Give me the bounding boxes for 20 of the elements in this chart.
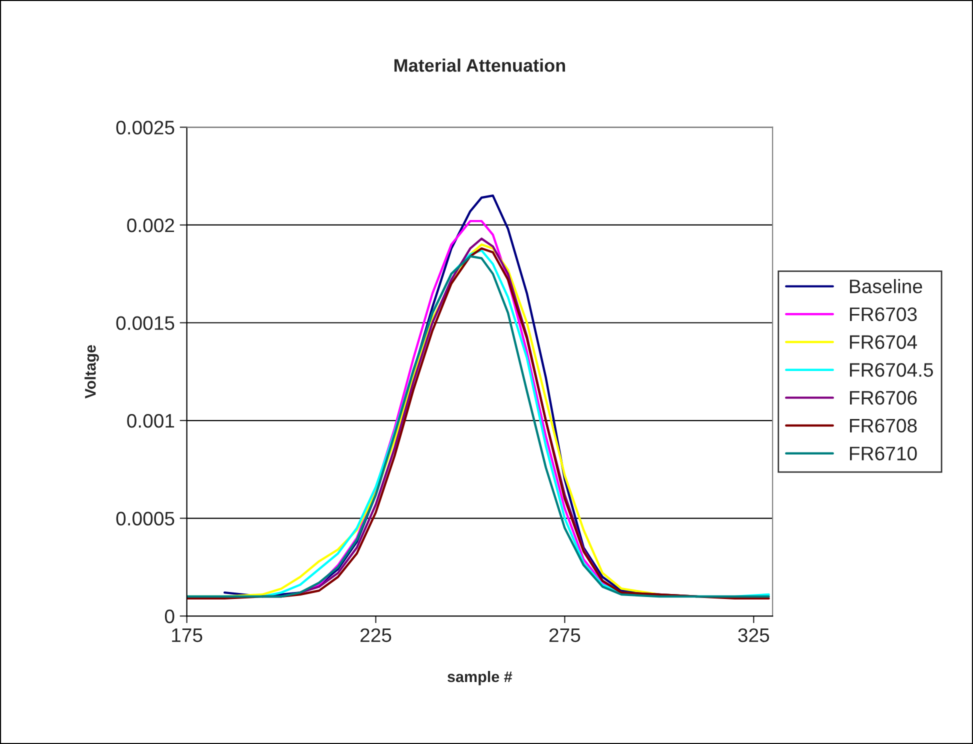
y-tick-label: 0.0015 xyxy=(116,316,174,330)
x-tick-label: 275 xyxy=(549,628,580,642)
y-tick-label: 0 xyxy=(164,610,174,624)
y-tick-label: 0.0025 xyxy=(116,120,174,134)
legend-label: FR6710 xyxy=(850,446,917,460)
y-tick-label: 0.002 xyxy=(127,218,174,232)
y-tick-label: 0.001 xyxy=(127,414,174,428)
legend-label: FR6706 xyxy=(850,390,917,405)
legend-label: FR6708 xyxy=(850,418,917,433)
x-axis-title: sample # xyxy=(448,670,512,686)
y-axis-title: Voltage xyxy=(84,345,99,399)
legend-label: Baseline xyxy=(850,279,922,294)
legend-label: FR6704.5 xyxy=(850,363,933,377)
legend-label: FR6704 xyxy=(850,335,917,349)
x-tick-label: 225 xyxy=(360,628,392,642)
x-tick-label: 325 xyxy=(738,628,770,642)
x-tick-label: 175 xyxy=(172,628,202,642)
legend-label: FR6703 xyxy=(850,307,917,322)
chart-title: Material Attenuation xyxy=(394,58,566,72)
y-tick-label: 0.0005 xyxy=(116,512,174,526)
